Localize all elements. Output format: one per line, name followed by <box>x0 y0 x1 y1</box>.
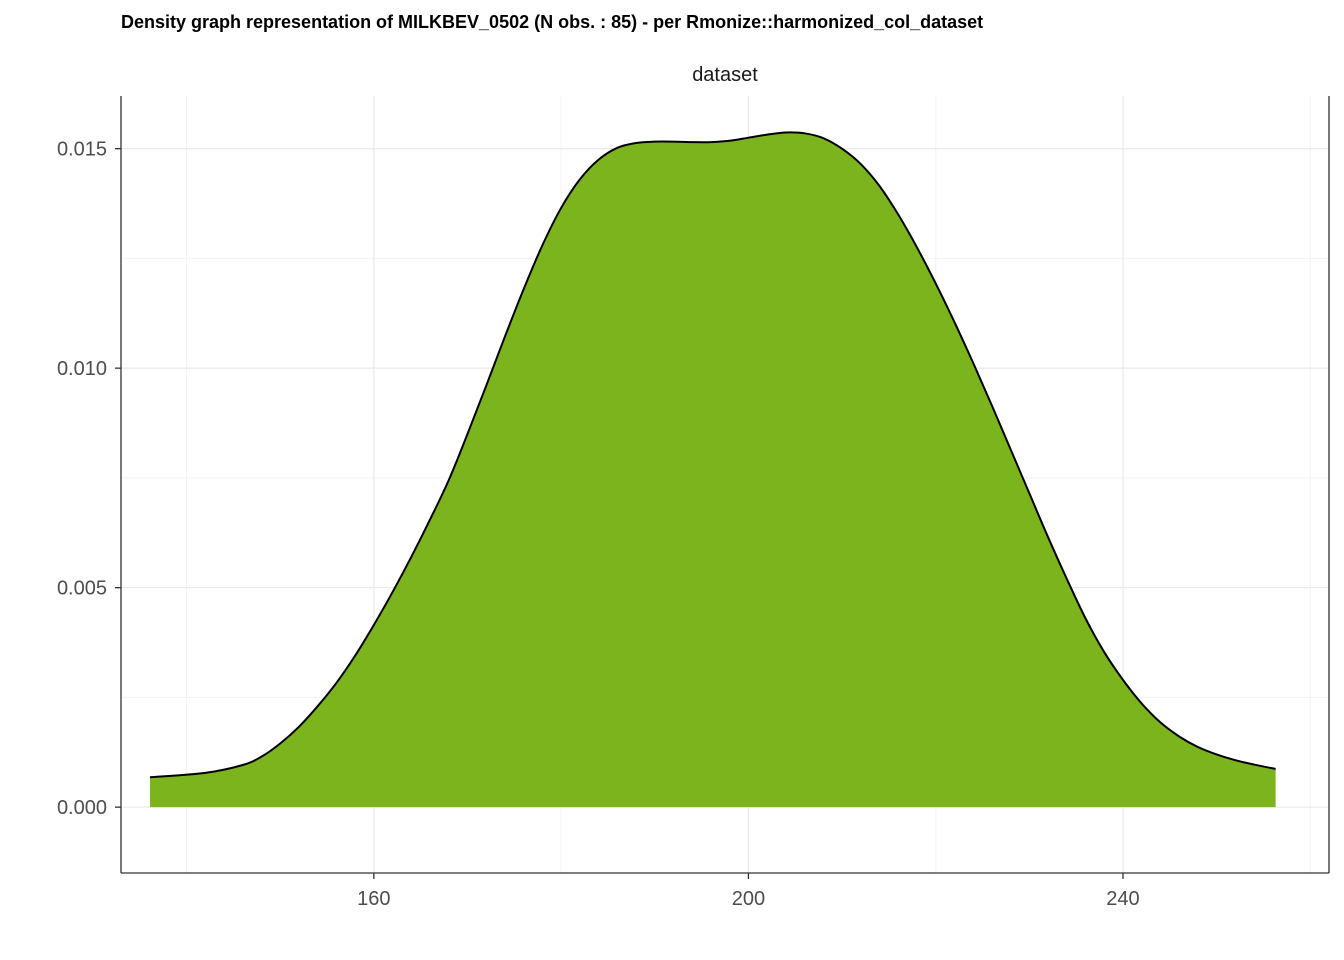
axis-ticks: 160 200 240 0.000 0.005 0.010 0.015 <box>57 139 1140 910</box>
density-line <box>149 131 1276 779</box>
y-tick-label: 0.000 <box>57 797 107 819</box>
y-tick-label: 0.010 <box>57 358 107 380</box>
facet-strip-label: dataset <box>692 64 758 86</box>
x-tick-label: 200 <box>732 888 765 910</box>
x-tick-label: 240 <box>1106 888 1139 910</box>
y-tick-label: 0.015 <box>57 139 107 161</box>
density-area <box>150 132 1276 808</box>
chart-title: Density graph representation of MILKBEV_… <box>121 12 984 32</box>
x-tick-label: 160 <box>357 888 390 910</box>
y-tick-label: 0.005 <box>57 578 107 600</box>
